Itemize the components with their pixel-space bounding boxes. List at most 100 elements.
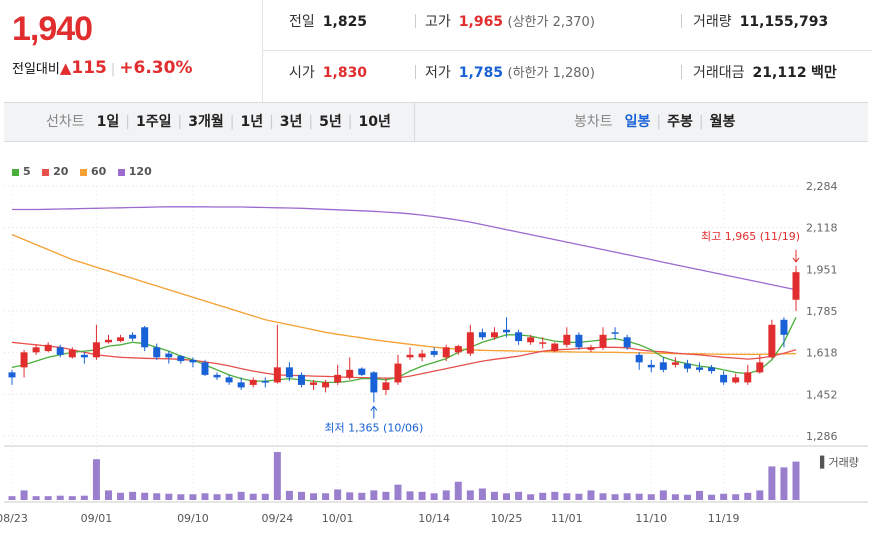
volume-bar bbox=[68, 496, 76, 500]
volume-bar bbox=[478, 488, 486, 500]
legend-ma5: 5 bbox=[12, 165, 31, 178]
x-tick-label: 10/25 bbox=[491, 512, 523, 525]
y-tick-label: 2,118 bbox=[806, 222, 838, 235]
candle bbox=[370, 372, 378, 393]
tab-1y[interactable]: 1년 bbox=[240, 114, 264, 130]
candle bbox=[44, 344, 52, 352]
volume-bar bbox=[8, 496, 16, 500]
y-tick-label: 1,286 bbox=[806, 430, 838, 443]
chart-tabs: 선차트 1일 | 1주일 | 3개월 | 1년 | 3년 | 5년 | 10년 봉차트 일봉 | 주봉 | 월봉 bbox=[4, 102, 868, 142]
volume-bar bbox=[454, 481, 462, 500]
candle bbox=[575, 334, 583, 348]
candle bbox=[720, 374, 728, 383]
tab-10y[interactable]: 10년 bbox=[358, 114, 391, 130]
volume-label: ▌거래량 bbox=[819, 455, 859, 469]
volume-bar bbox=[792, 461, 800, 500]
open-price: 시가 1,830 bbox=[289, 65, 368, 81]
y-tick-label: 1,618 bbox=[806, 347, 838, 360]
volume-bar bbox=[346, 492, 354, 500]
legend-ma60: 60 bbox=[79, 165, 106, 178]
candle bbox=[599, 334, 607, 348]
tab-weekly[interactable]: 주봉 bbox=[667, 114, 693, 130]
min-arrow-head bbox=[370, 405, 378, 411]
price-change: 전일대비▲115 | +6.30% bbox=[12, 58, 193, 78]
volume-bar bbox=[442, 490, 450, 500]
day-low: 저가 1,785 (하한가 1,280) bbox=[425, 65, 595, 81]
tab-1d[interactable]: 1일 bbox=[96, 114, 120, 130]
volume-bar bbox=[104, 490, 112, 500]
line-chart-label: 선차트 bbox=[46, 114, 85, 130]
candle bbox=[768, 324, 776, 358]
volume-bar bbox=[720, 493, 728, 500]
volume-bar bbox=[129, 491, 137, 500]
candle bbox=[394, 363, 402, 383]
volume-bar bbox=[732, 494, 740, 500]
volume-bar bbox=[285, 490, 293, 500]
candle bbox=[56, 347, 64, 355]
volume-bar bbox=[44, 496, 52, 500]
candle bbox=[732, 377, 740, 383]
candle bbox=[708, 367, 716, 372]
candle bbox=[478, 332, 486, 338]
volume-bar bbox=[744, 492, 752, 500]
volume-bar bbox=[647, 494, 655, 500]
x-tick-label: 08/23 bbox=[0, 512, 28, 525]
volume-bar bbox=[780, 467, 788, 500]
candle bbox=[515, 332, 523, 342]
candle bbox=[334, 374, 342, 383]
candle bbox=[165, 353, 173, 358]
volume-bar bbox=[249, 493, 257, 500]
volume-bar bbox=[551, 491, 559, 500]
volume-bar bbox=[490, 491, 498, 500]
candle bbox=[442, 347, 450, 358]
volume-bar bbox=[322, 493, 330, 500]
candle-chart-tabs: 봉차트 일봉 | 주봉 | 월봉 bbox=[574, 114, 736, 130]
candle bbox=[8, 372, 16, 378]
candle bbox=[696, 367, 704, 370]
volume-bar bbox=[80, 495, 88, 500]
candle-chart-label: 봉차트 bbox=[574, 114, 613, 130]
candle bbox=[587, 347, 595, 350]
tab-5y[interactable]: 5년 bbox=[319, 114, 342, 130]
tab-1w[interactable]: 1주일 bbox=[135, 114, 172, 130]
ma20-line bbox=[11, 341, 797, 379]
tab-monthly[interactable]: 월봉 bbox=[709, 114, 736, 130]
candle bbox=[406, 354, 414, 358]
volume-bar bbox=[635, 493, 643, 500]
candle bbox=[20, 352, 28, 368]
volume-bar bbox=[623, 493, 631, 500]
candle bbox=[273, 367, 281, 383]
volume-bar bbox=[165, 493, 173, 500]
candle bbox=[563, 334, 571, 345]
volume-bar bbox=[117, 492, 125, 500]
candle bbox=[358, 368, 366, 375]
tab-3m[interactable]: 3개월 bbox=[188, 114, 224, 130]
tab-3y[interactable]: 3년 bbox=[279, 114, 303, 130]
volume-bar bbox=[213, 494, 221, 500]
day-high: 고가 1,965 (상한가 2,370) bbox=[425, 14, 595, 30]
volume-bar bbox=[237, 491, 245, 500]
volume-bar bbox=[225, 493, 233, 500]
min-annotation: 최저 1,365 (10/06) bbox=[324, 421, 423, 434]
volume-bar bbox=[611, 494, 619, 500]
volume-bar bbox=[599, 493, 607, 500]
candle bbox=[68, 349, 76, 358]
candle bbox=[659, 362, 667, 370]
volume-bar bbox=[756, 490, 764, 500]
volume-bar bbox=[382, 491, 390, 500]
candle bbox=[237, 382, 245, 388]
candle bbox=[104, 339, 112, 343]
volume-bar bbox=[696, 490, 704, 500]
y-tick-label: 1,452 bbox=[806, 388, 838, 401]
candle bbox=[756, 362, 764, 373]
max-arrow-head bbox=[792, 257, 800, 263]
candle bbox=[177, 356, 185, 362]
change-label: 전일대비 bbox=[12, 62, 60, 77]
current-price: 1,940 bbox=[12, 10, 93, 48]
volume-bar bbox=[189, 494, 197, 500]
tab-daily[interactable]: 일봉 bbox=[624, 114, 651, 130]
candle bbox=[129, 334, 137, 339]
x-tick-label: 10/01 bbox=[322, 512, 354, 525]
volume-bar bbox=[310, 493, 318, 500]
x-tick-label: 10/14 bbox=[418, 512, 450, 525]
